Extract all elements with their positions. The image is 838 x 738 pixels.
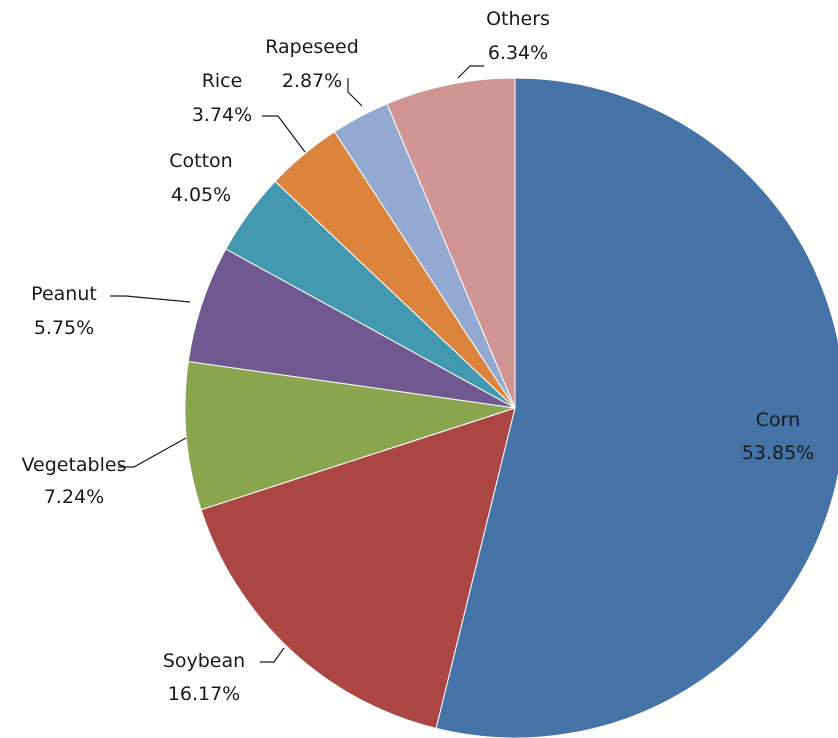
leader-line-peanut <box>110 295 191 303</box>
slice-label-others: Others <box>486 8 550 30</box>
pie-slice-vegetables <box>184 360 516 511</box>
slice-label-rapeseed: Rapeseed <box>265 36 359 58</box>
slice-label-peanut: Peanut <box>31 283 97 305</box>
leader-line-rapeseed <box>347 78 363 107</box>
slice-value-others: 6.34% <box>488 42 548 64</box>
slice-value-peanut: 5.75% <box>34 317 94 339</box>
leader-line-soybean <box>260 647 285 663</box>
pie-slice-others <box>386 77 516 409</box>
slice-value-vegetables: 7.24% <box>44 486 104 508</box>
slice-label-vegetables: Vegetables <box>22 454 127 476</box>
pie-slice-corn <box>435 77 838 738</box>
slice-value-cotton: 4.05% <box>171 184 231 206</box>
pie-slice-soybean <box>200 407 516 730</box>
slice-label-corn: Corn <box>756 409 800 431</box>
slice-value-rapeseed: 2.87% <box>282 70 342 92</box>
slice-label-soybean: Soybean <box>163 650 245 672</box>
leader-line-rice <box>262 115 306 153</box>
slice-value-corn: 53.85% <box>742 442 814 464</box>
slice-value-rice: 3.74% <box>192 104 252 126</box>
slice-label-cotton: Cotton <box>169 150 232 172</box>
leader-line-others <box>457 65 484 79</box>
pie-slices <box>184 77 838 738</box>
leader-lines <box>110 65 484 663</box>
leader-line-vegetables <box>118 437 187 468</box>
slice-value-soybean: 16.17% <box>168 683 240 705</box>
slice-label-rice: Rice <box>202 70 243 92</box>
